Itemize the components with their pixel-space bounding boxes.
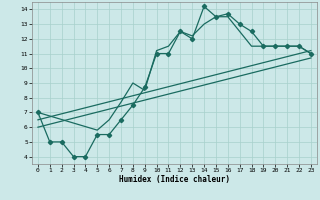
X-axis label: Humidex (Indice chaleur): Humidex (Indice chaleur): [119, 175, 230, 184]
